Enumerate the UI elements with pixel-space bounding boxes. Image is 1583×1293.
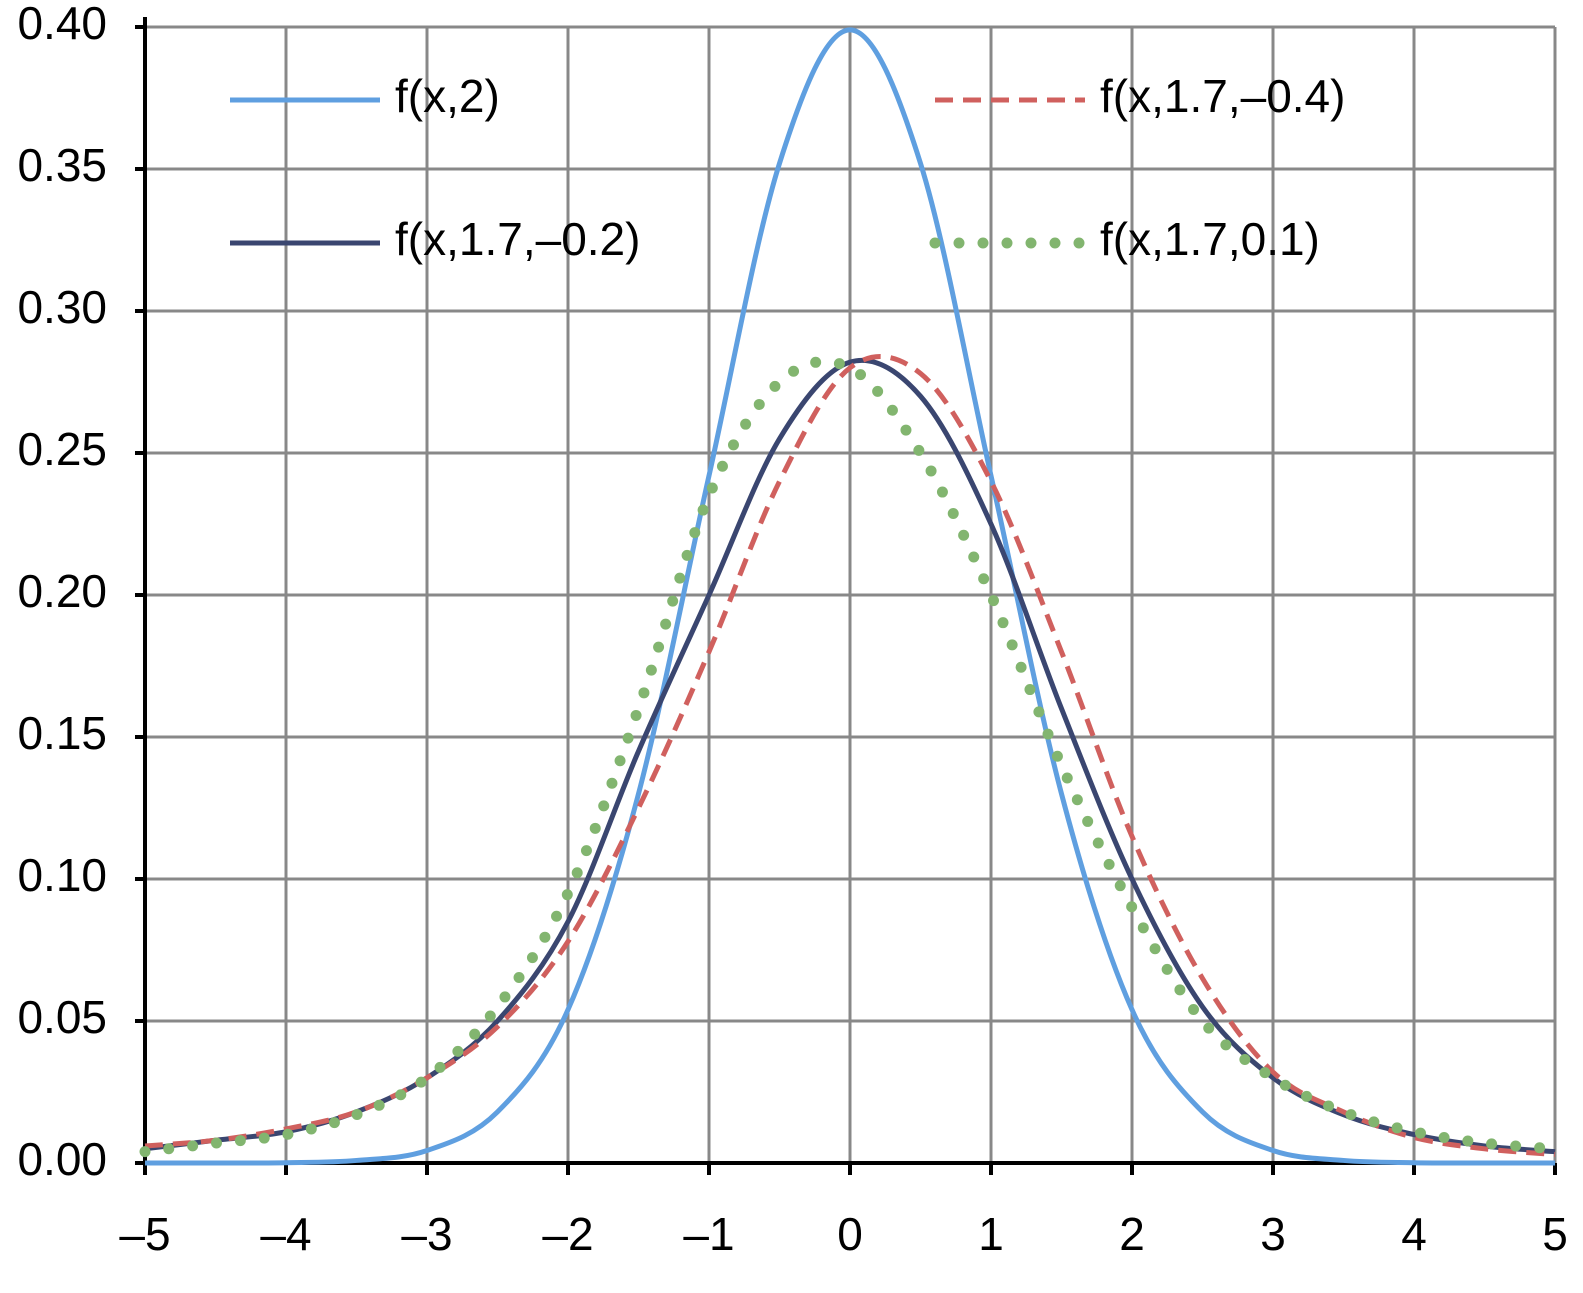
y-tick-label: 0.10 [17,849,107,901]
x-tick-label: –4 [260,1208,311,1260]
y-tick-label: 0.35 [17,139,107,191]
y-tick-label: 0.15 [17,707,107,759]
x-tick-label: 5 [1542,1208,1568,1260]
y-tick-label: 0.00 [17,1133,107,1185]
y-tick-label: 0.30 [17,281,107,333]
x-tick-label: –1 [683,1208,734,1260]
x-tick-label: –5 [119,1208,170,1260]
series-line [144,354,1556,1157]
y-tick-label: 0.20 [17,565,107,617]
legend-label: f(x,2) [395,70,500,122]
legend-label: f(x,1.7,0.1) [1100,213,1320,265]
x-tick-label: 0 [837,1208,863,1260]
x-tick-label: 2 [1119,1208,1145,1260]
x-tick-label: –2 [542,1208,593,1260]
y-tick-label: 0.40 [17,0,107,49]
x-tick-label: 4 [1401,1208,1427,1260]
x-tick-label: 3 [1260,1208,1286,1260]
x-tick-label: –3 [401,1208,452,1260]
legend-label: f(x,1.7,–0.4) [1100,70,1345,122]
legend-label: f(x,1.7,–0.2) [395,213,640,265]
x-tick-label: 1 [978,1208,1004,1260]
y-tick-label: 0.05 [17,991,107,1043]
series-line [144,27,1556,1166]
y-tick-label: 0.25 [17,423,107,475]
